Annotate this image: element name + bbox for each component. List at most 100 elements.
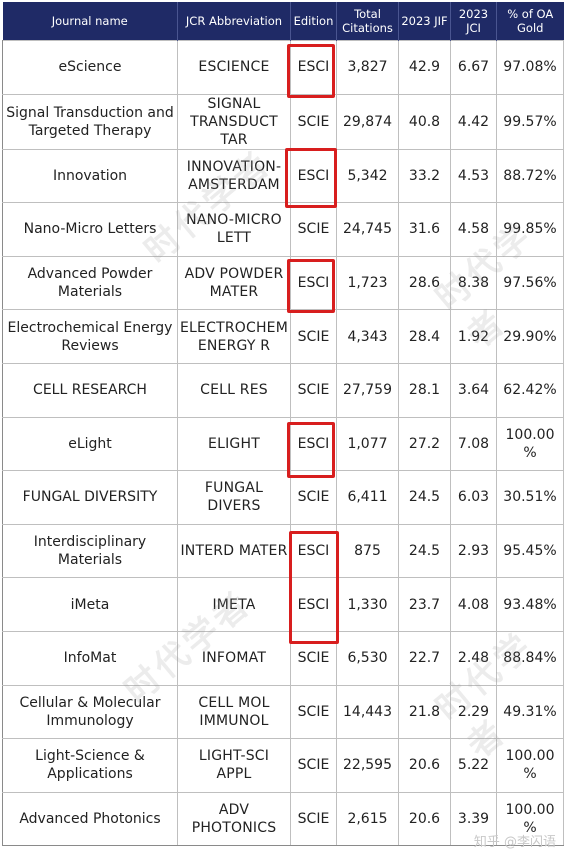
oa-gold-cell: 100.00% <box>496 416 564 472</box>
oa-gold-cell: 88.72% <box>496 148 564 204</box>
edition-cell: SCIE <box>290 362 337 418</box>
journal-name-cell: Nano-Micro Letters <box>2 202 178 257</box>
header-jif: 2023 JIF <box>398 2 451 41</box>
jif-cell: 28.1 <box>398 362 451 418</box>
jif-cell: 42.9 <box>398 40 451 95</box>
table-row: Cellular & Molecular Immunology CELL MOL … <box>2 684 564 740</box>
total-citations-cell: 1,330 <box>336 577 399 632</box>
jcr-abbreviation-cell: INTERD MATER <box>177 523 291 579</box>
table-row: eScience ESCIENCE ESCI 3,827 42.9 6.67 97.08% <box>2 40 564 95</box>
oa-gold-cell: 97.08% <box>496 40 564 95</box>
total-citations-cell: 29,874 <box>336 93 399 150</box>
header-jci: 2023 JCI <box>450 2 497 41</box>
total-citations-cell: 24,745 <box>336 202 399 257</box>
header-journal-name: Journal name <box>2 2 178 41</box>
jci-cell: 2.48 <box>450 630 497 686</box>
header-oa-gold: % of OA Gold <box>496 2 564 41</box>
journal-name-cell: iMeta <box>2 577 178 632</box>
jci-cell: 4.08 <box>450 577 497 632</box>
header-jcr-abbreviation: JCR Abbreviation <box>177 2 291 41</box>
jif-cell: 21.8 <box>398 684 451 740</box>
edition-cell: SCIE <box>290 684 337 740</box>
table-row: Signal Transduction and Targeted Therapy… <box>2 93 564 150</box>
total-citations-cell: 22,595 <box>336 738 399 793</box>
jif-cell: 20.6 <box>398 738 451 793</box>
table-row: iMeta IMETA ESCI 1,330 23.7 4.08 93.48% <box>2 577 564 632</box>
jci-cell: 8.38 <box>450 255 497 311</box>
jif-cell: 27.2 <box>398 416 451 472</box>
jcr-abbreviation-cell: IMETA <box>177 577 291 632</box>
oa-gold-cell: 30.51% <box>496 470 564 525</box>
journal-name-cell: Innovation <box>2 148 178 204</box>
table-row: Advanced Powder Materials ADV POWDER MATE… <box>2 255 564 311</box>
total-citations-cell: 3,827 <box>336 40 399 95</box>
journal-name-cell: eLight <box>2 416 178 472</box>
jif-cell: 28.6 <box>398 255 451 311</box>
jcr-abbreviation-cell: CELL MOL IMMUNOL <box>177 684 291 740</box>
oa-gold-cell: 99.85% <box>496 202 564 257</box>
jif-cell: 22.7 <box>398 630 451 686</box>
edition-cell: SCIE <box>290 202 337 257</box>
jcr-abbreviation-cell: NANO-MICRO LETT <box>177 202 291 257</box>
jif-cell: 40.8 <box>398 93 451 150</box>
total-citations-cell: 6,411 <box>336 470 399 525</box>
oa-gold-cell: 97.56% <box>496 255 564 311</box>
journal-name-cell: Interdisciplinary Materials <box>2 523 178 579</box>
jcr-abbreviation-cell: ESCIENCE <box>177 40 291 95</box>
edition-cell: SCIE <box>290 309 337 364</box>
oa-gold-cell: 93.48% <box>496 577 564 632</box>
table-body: eScience ESCIENCE ESCI 3,827 42.9 6.67 97.08% S… <box>2 40 564 847</box>
jci-cell: 4.53 <box>450 148 497 204</box>
oa-gold-cell: 29.90% <box>496 309 564 364</box>
edition-cell: SCIE <box>290 630 337 686</box>
jcr-abbreviation-cell: ELECTROCHEM ENERGY R <box>177 309 291 364</box>
edition-cell: ESCI <box>290 523 337 579</box>
oa-gold-cell: 88.84% <box>496 630 564 686</box>
jci-cell: 4.58 <box>450 202 497 257</box>
jcr-abbreviation-cell: INNOVATION-AMSTERDAM <box>177 148 291 204</box>
jif-cell: 24.5 <box>398 523 451 579</box>
jci-cell: 6.67 <box>450 40 497 95</box>
jcr-abbreviation-cell: CELL RES <box>177 362 291 418</box>
jci-cell: 2.93 <box>450 523 497 579</box>
table-row: InfoMat INFOMAT SCIE 6,530 22.7 2.48 88.84% <box>2 630 564 686</box>
jci-cell: 3.39 <box>450 791 497 847</box>
total-citations-cell: 4,343 <box>336 309 399 364</box>
jci-cell: 5.22 <box>450 738 497 793</box>
total-citations-cell: 875 <box>336 523 399 579</box>
edition-cell: ESCI <box>290 577 337 632</box>
table-header-row: Journal name JCR Abbreviation Edition To… <box>2 2 564 41</box>
jci-cell: 2.29 <box>450 684 497 740</box>
journal-name-cell: FUNGAL DIVERSITY <box>2 470 178 525</box>
header-total-citations: Total Citations <box>336 2 399 41</box>
jci-cell: 6.03 <box>450 470 497 525</box>
journal-name-cell: CELL RESEARCH <box>2 362 178 418</box>
edition-cell: ESCI <box>290 255 337 311</box>
jcr-abbreviation-cell: ADV PHOTONICS <box>177 791 291 847</box>
journal-name-cell: InfoMat <box>2 630 178 686</box>
edition-cell: SCIE <box>290 93 337 150</box>
table-row: Interdisciplinary Materials INTERD MATER E… <box>2 523 564 579</box>
edition-cell: SCIE <box>290 470 337 525</box>
jif-cell: 28.4 <box>398 309 451 364</box>
jcr-abbreviation-cell: ADV POWDER MATER <box>177 255 291 311</box>
total-citations-cell: 5,342 <box>336 148 399 204</box>
oa-gold-cell: 49.31% <box>496 684 564 740</box>
edition-cell: SCIE <box>290 738 337 793</box>
journal-name-cell: Advanced Powder Materials <box>2 255 178 311</box>
total-citations-cell: 27,759 <box>336 362 399 418</box>
journal-name-cell: Cellular & Molecular Immunology <box>2 684 178 740</box>
journal-name-cell: Light-Science & Applications <box>2 738 178 793</box>
jcr-abbreviation-cell: ELIGHT <box>177 416 291 472</box>
total-citations-cell: 1,723 <box>336 255 399 311</box>
jif-cell: 24.5 <box>398 470 451 525</box>
jif-cell: 20.6 <box>398 791 451 847</box>
jcr-abbreviation-cell: LIGHT-SCI APPL <box>177 738 291 793</box>
table-row: CELL RESEARCH CELL RES SCIE 27,759 28.1 3.64 6… <box>2 362 564 418</box>
journal-name-cell: Signal Transduction and Targeted Therapy <box>2 93 178 150</box>
jif-cell: 31.6 <box>398 202 451 257</box>
table-row: eLight ELIGHT ESCI 1,077 27.2 7.08 100.00% <box>2 416 564 472</box>
oa-gold-cell: 100.00% <box>496 791 564 847</box>
table-row: Innovation INNOVATION-AMSTERDAM ESCI 5,342 3… <box>2 148 564 204</box>
